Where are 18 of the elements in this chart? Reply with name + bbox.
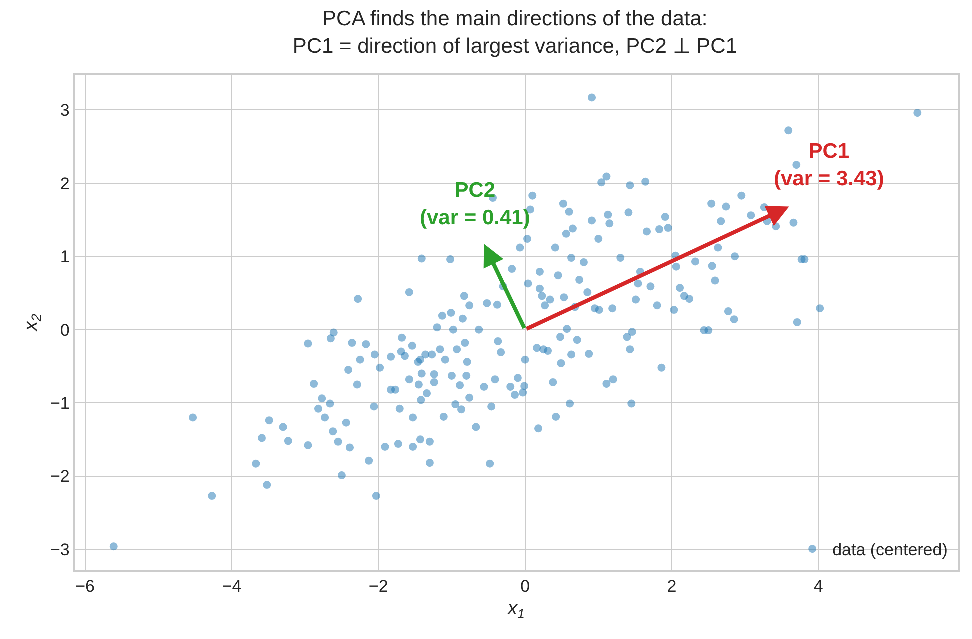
x-tick-label: −6 [76, 577, 95, 596]
y-tick-label: −1 [50, 394, 70, 413]
x-tick-label: −2 [368, 577, 388, 596]
y-tick-label: 0 [60, 320, 70, 340]
y-tick-label: 3 [60, 101, 70, 120]
x-tick-label: 0 [520, 577, 530, 596]
y-tick-label: 1 [60, 248, 70, 267]
chart-title: PCA finds the main directions of the data: PC1 = direction of largest variance, PC2 ⊥ PC1 [292, 8, 738, 58]
x-axis-title: x$_{1}$ [507, 598, 525, 622]
annotation: PC1 (var = 3.43) [774, 140, 884, 190]
x-tick-label: 2 [667, 577, 677, 596]
annotation: PC2 (var = 0.41) [420, 179, 530, 230]
x-tick-label: 4 [814, 577, 824, 596]
legend-label: data (centered) [832, 540, 948, 560]
y-tick-label: −3 [50, 540, 70, 560]
x-tick-label: −4 [222, 577, 242, 596]
y-tick-label: −2 [50, 467, 70, 486]
y-tick-label: 2 [60, 174, 70, 194]
